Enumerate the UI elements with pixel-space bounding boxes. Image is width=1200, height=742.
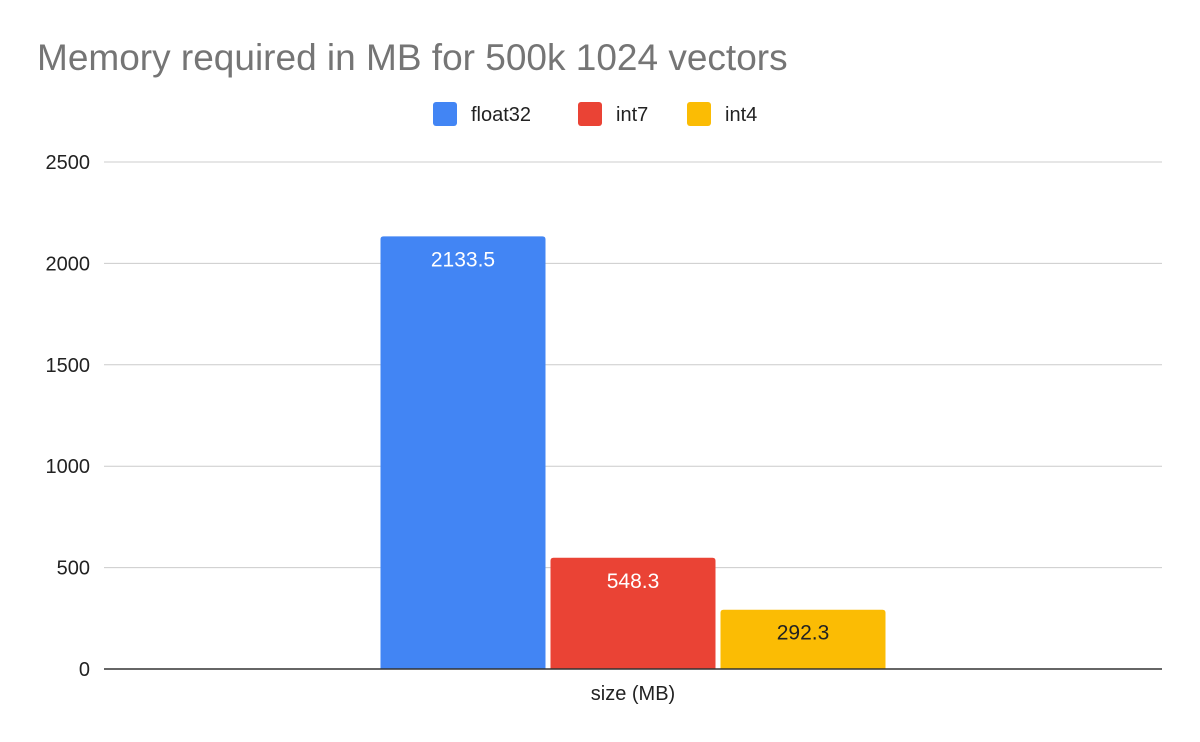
- y-tick-label: 2000: [46, 253, 91, 275]
- legend-swatch-int7: [578, 102, 602, 126]
- y-tick-label: 500: [57, 558, 90, 580]
- legend-label-int4: int4: [725, 104, 757, 126]
- legend-swatch-int4: [687, 102, 711, 126]
- y-tick-label: 1000: [46, 456, 91, 478]
- bars: 2133.5 548.3 292.3: [380, 236, 886, 669]
- legend-label-int7: int7: [616, 104, 648, 126]
- data-label-int4: 292.3: [777, 622, 830, 645]
- data-label-int7: 548.3: [607, 570, 660, 593]
- legend: float32 int7 int4: [433, 102, 757, 126]
- data-label-float32: 2133.5: [431, 248, 495, 271]
- y-tick-label: 1500: [46, 355, 91, 377]
- x-axis: size (MB): [104, 668, 1162, 705]
- chart-title: Memory required in MB for 500k 1024 vect…: [37, 37, 788, 78]
- y-tick-label: 2500: [46, 152, 91, 174]
- bar-float32: [380, 236, 546, 669]
- bar-int4: [720, 609, 886, 669]
- legend-label-float32: float32: [471, 104, 531, 126]
- legend-swatch-float32: [433, 102, 457, 126]
- y-axis: 0 500 1000 1500 2000 2500: [46, 152, 91, 681]
- y-tick-label: 0: [79, 659, 90, 681]
- bar-int7: [550, 557, 716, 669]
- x-category-label: size (MB): [591, 683, 675, 705]
- gridlines: [104, 161, 1162, 569]
